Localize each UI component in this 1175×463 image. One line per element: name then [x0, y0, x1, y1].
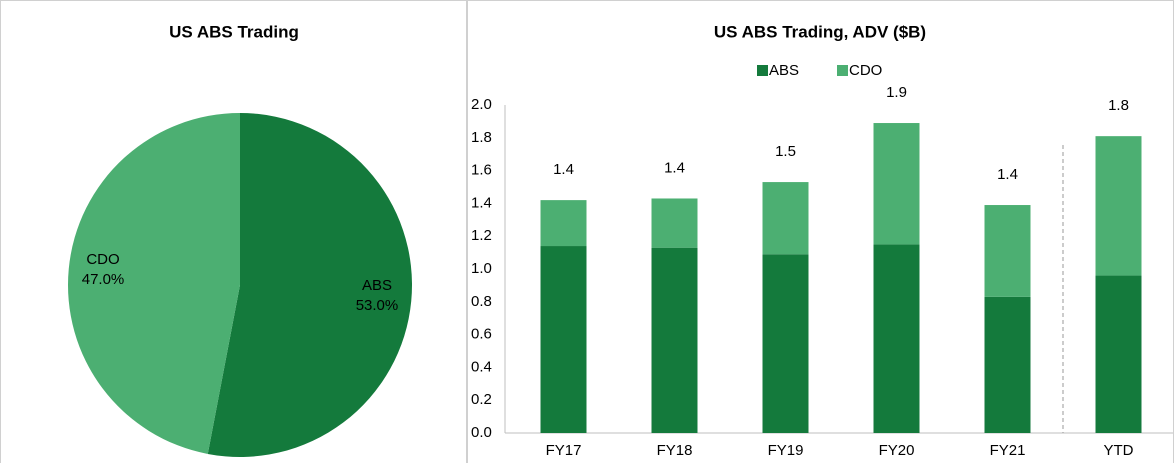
total-label: 1.9 — [886, 84, 907, 101]
slice-label: 47.0% — [82, 271, 125, 288]
bar-title: US ABS Trading, ADV ($B) — [714, 22, 926, 41]
x-tick-label: FY18 — [657, 442, 693, 459]
y-tick-label: 1.4 — [471, 194, 492, 211]
slice-name: CDO — [86, 251, 119, 268]
bar — [540, 200, 587, 247]
y-tick-label: 0.0 — [471, 424, 492, 441]
slice-label: 53.0% — [356, 297, 399, 314]
legend-swatch — [757, 65, 768, 76]
y-tick-label: 1.2 — [471, 227, 492, 244]
total-label: 1.4 — [664, 159, 685, 176]
bar — [651, 198, 698, 248]
bar — [984, 205, 1031, 297]
x-tick-label: YTD — [1104, 442, 1134, 459]
y-tick-label: 1.8 — [471, 129, 492, 146]
pie-slice — [207, 113, 413, 457]
legend-swatch — [837, 65, 848, 76]
total-label: 1.8 — [1108, 97, 1129, 114]
x-tick-label: FY21 — [990, 442, 1026, 459]
pie-title: US ABS Trading — [169, 22, 299, 41]
y-tick-label: 0.2 — [471, 391, 492, 408]
y-tick-label: 2.0 — [471, 96, 492, 113]
total-label: 1.5 — [775, 143, 796, 160]
bar — [762, 254, 809, 433]
y-tick-label: 1.0 — [471, 260, 492, 277]
bar — [984, 296, 1031, 433]
legend-label: ABS — [769, 62, 799, 79]
bar — [873, 123, 920, 245]
slice-name: ABS — [362, 277, 392, 294]
pie-slice — [68, 113, 240, 454]
x-tick-label: FY19 — [768, 442, 804, 459]
total-label: 1.4 — [997, 166, 1018, 183]
y-tick-label: 0.6 — [471, 326, 492, 343]
bar — [1095, 275, 1142, 433]
y-tick-label: 0.4 — [471, 358, 492, 375]
total-label: 1.4 — [553, 161, 574, 178]
x-tick-label: FY17 — [546, 442, 582, 459]
bar — [540, 246, 587, 433]
y-tick-label: 0.8 — [471, 293, 492, 310]
bar — [1095, 136, 1142, 276]
left-panel — [0, 0, 467, 463]
right-panel — [467, 0, 1174, 463]
bar — [762, 182, 809, 255]
legend-label: CDO — [849, 62, 882, 79]
y-tick-label: 1.6 — [471, 162, 492, 179]
x-tick-label: FY20 — [879, 442, 915, 459]
bar — [873, 244, 920, 433]
bar — [651, 247, 698, 433]
